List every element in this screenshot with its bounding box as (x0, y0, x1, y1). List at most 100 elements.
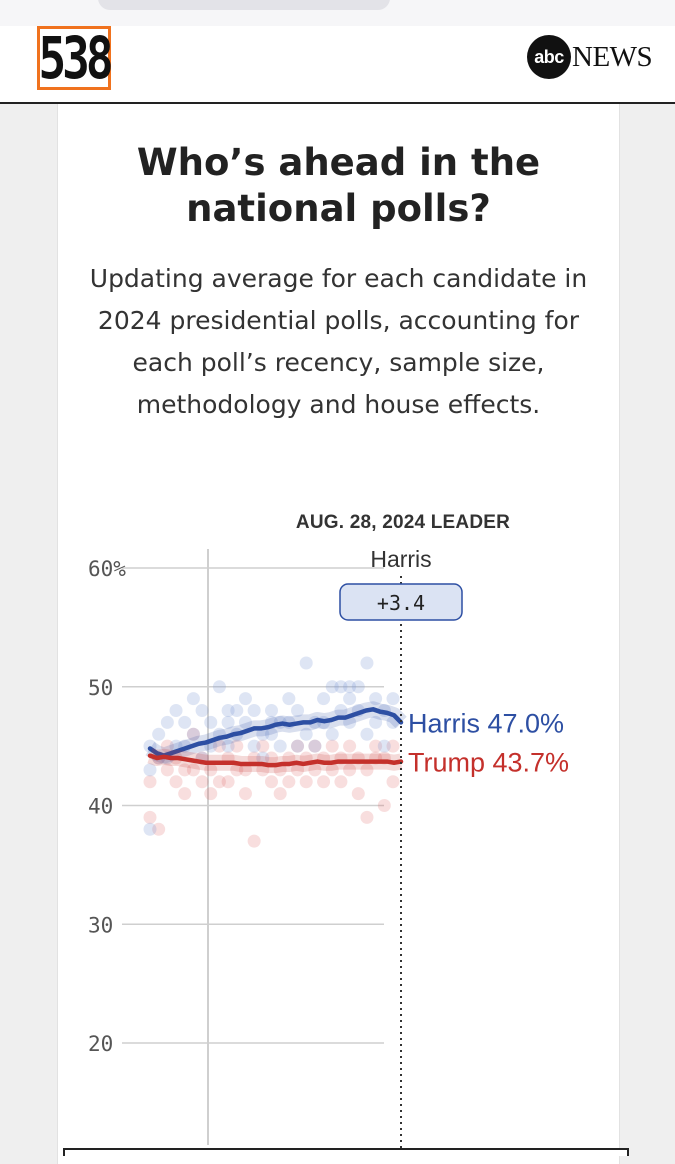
trump-poll-dot (325, 739, 339, 753)
harris-poll-dot (343, 692, 357, 706)
trump-poll-dot (386, 775, 400, 789)
leader-name: Harris (370, 546, 431, 572)
trump-poll-dot (265, 751, 278, 765)
trump-poll-dot (195, 775, 209, 789)
harris-poll-dot (238, 692, 252, 706)
trump-poll-dot (343, 739, 357, 753)
trump-poll-dot (360, 810, 374, 824)
trump-poll-dot (308, 763, 322, 777)
trump-poll-dot (377, 799, 391, 812)
leader-heading: AUG. 28, 2024 LEADER (295, 512, 511, 533)
harris-poll-dot (299, 727, 313, 741)
abc-logo-news: NEWS (572, 40, 653, 73)
trump-poll-dot (308, 739, 322, 753)
trump-poll-dot (143, 810, 157, 824)
harris-poll-dot (369, 715, 383, 729)
trump-poll-dot (152, 822, 166, 836)
trump-poll-dot (247, 834, 261, 848)
trump-poll-dot (317, 775, 331, 789)
chart-grid: 60% 50 40 30 20 (88, 549, 384, 1145)
harris-poll-dot (247, 739, 261, 753)
harris-poll-dot (143, 763, 157, 777)
harris-poll-dot (377, 739, 391, 753)
harris-poll-dot (317, 692, 331, 706)
browser-address-bar[interactable] (98, 0, 390, 10)
trump-poll-dot (169, 775, 183, 789)
harris-poll-dot (308, 739, 322, 753)
harris-poll-dot (265, 727, 278, 741)
trump-poll-dot (178, 763, 192, 777)
abc-logo-circle: abc (527, 35, 571, 79)
harris-poll-dot (351, 680, 365, 694)
trump-poll-dot (230, 739, 244, 753)
harris-end-label: Harris 47.0% (408, 708, 564, 738)
leader-margin-box (339, 583, 463, 621)
harris-poll-dot (160, 715, 174, 729)
poll-card: Who’s ahead in the national polls? Updat… (57, 104, 620, 1164)
trump-poll-dot (256, 739, 270, 753)
trump-poll-dot (351, 787, 365, 801)
trump-poll-dot (265, 775, 278, 789)
trend-lines (145, 701, 407, 774)
538-logo[interactable]: 538 (37, 24, 114, 92)
trump-poll-dot (160, 739, 174, 753)
trump-poll-dot (291, 763, 305, 777)
harris-poll-dot (221, 704, 235, 717)
harris-poll-dot (230, 704, 244, 717)
trump-poll-dot (334, 775, 348, 789)
harris-poll-dot (343, 680, 357, 694)
page-title: Who’s ahead in the national polls? (136, 141, 541, 230)
harris-poll-dot (334, 680, 348, 694)
trump-poll-dot (186, 727, 200, 741)
trump-end-label: Trump 43.7% (408, 748, 569, 778)
harris-poll-dot (186, 692, 200, 706)
harris-poll-dot (169, 704, 183, 717)
trump-poll-dot (282, 775, 296, 789)
trump-poll-dot (212, 775, 226, 789)
harris-poll-dot (256, 751, 270, 765)
538-logo-text: 538 (38, 24, 113, 92)
trump-poll-dot (186, 763, 200, 777)
trump-poll-dot (238, 787, 252, 801)
harris-poll-dot (256, 727, 270, 741)
abc-news-logo[interactable]: abc NEWS (527, 35, 653, 79)
harris-poll-dot (334, 704, 348, 717)
trump-poll-dot (369, 739, 383, 753)
harris-poll-dot (221, 739, 235, 753)
harris-poll-dot (178, 715, 192, 729)
harris-poll-dot (360, 656, 374, 670)
harris-poll-dot (369, 692, 383, 706)
trump-poll-dot (221, 775, 235, 789)
site-header: 538 abc NEWS (0, 26, 675, 104)
trump-poll-dot (325, 763, 339, 777)
harris-poll-dot (212, 680, 226, 694)
trump-poll-dot (247, 751, 261, 765)
harris-poll-dot (291, 704, 305, 717)
harris-poll-dot (238, 715, 252, 729)
trump-poll-dot (360, 763, 374, 777)
trump-poll-dot (143, 775, 157, 789)
y-tick-label: 30 (88, 913, 113, 937)
y-tick-label: 60% (88, 557, 126, 581)
harris-poll-dot (282, 692, 296, 706)
harris-poll-dot (299, 656, 313, 670)
harris-poll-dot (247, 704, 261, 717)
trump-poll-dot (178, 787, 192, 801)
trump-poll-dot (238, 763, 252, 777)
y-tick-label: 50 (88, 676, 113, 700)
leader-margin: +3.4 (377, 591, 425, 615)
next-section-box (63, 1148, 629, 1156)
trump-poll-dot (160, 763, 174, 777)
harris-poll-dot (265, 704, 278, 717)
trump-poll-dot (386, 739, 400, 753)
harris-poll-dot (204, 715, 218, 729)
harris-poll-dot (291, 739, 305, 753)
harris-poll-dot (325, 727, 339, 741)
harris-poll-dot (221, 715, 235, 729)
harris-poll-dot (325, 680, 339, 694)
harris-poll-dot (273, 739, 287, 753)
trump-poll-dot (291, 739, 305, 753)
y-tick-label: 40 (88, 795, 113, 819)
trump-poll-dot (230, 763, 244, 777)
trump-poll-dot (343, 763, 357, 777)
